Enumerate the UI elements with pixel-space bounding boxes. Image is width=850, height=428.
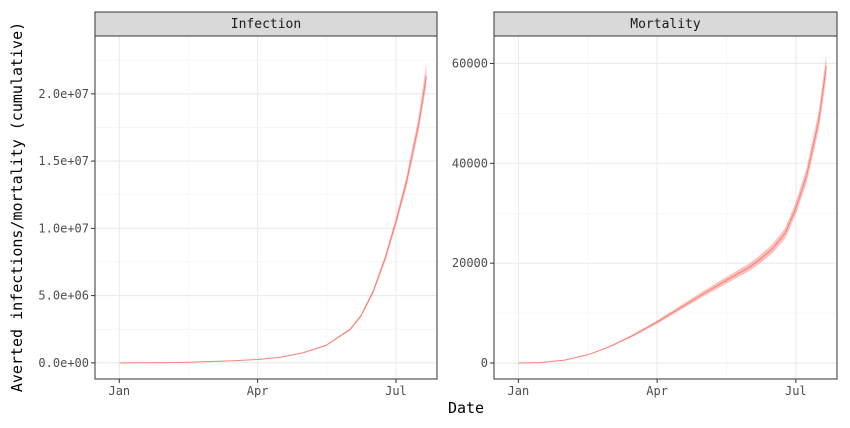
infection-y-tick-label: 0.0e+00 <box>38 356 89 370</box>
mortality-x-tick-label: Apr <box>646 384 668 398</box>
mortality-y-tick-label: 0 <box>481 356 488 370</box>
mortality-strip-label: Mortality <box>630 17 701 32</box>
mortality-plot-background <box>494 36 837 379</box>
mortality-x-ticks: Jan Apr Jul <box>508 379 807 398</box>
infection-plot-background <box>95 36 437 379</box>
mortality-x-tick-label: Jul <box>785 384 807 398</box>
infection-y-tick-label: 5.0e+06 <box>38 289 89 303</box>
mortality-y-tick-label: 20000 <box>452 256 488 270</box>
infection-median-line <box>119 76 427 364</box>
infection-x-ticks: Jan Apr Jul <box>108 379 407 398</box>
infection-x-tick-label: Jan <box>108 384 130 398</box>
y-axis-title: Averted infections/mortality (cumulative… <box>8 22 26 392</box>
infection-strip-label: Infection <box>231 17 301 32</box>
infection-ribbon-layer <box>119 62 427 364</box>
mortality-ribbon-layer <box>518 53 827 364</box>
mortality-y-ticks: 0 20000 40000 60000 <box>452 56 494 370</box>
mortality-median-line <box>518 65 827 364</box>
mortality-y-tick-label: 40000 <box>452 156 488 170</box>
infection-y-tick-label: 2.0e+07 <box>38 87 89 101</box>
mortality-x-tick-label: Jan <box>508 384 530 398</box>
infection-strip <box>94 11 438 37</box>
x-axis-title: Date <box>448 399 484 417</box>
infection-y-tick-label: 1.0e+07 <box>38 221 89 235</box>
infection-y-tick-label: 1.5e+07 <box>38 154 89 168</box>
infection-x-tick-label: Apr <box>247 384 269 398</box>
infection-panel: Infection 0.0e+00 5.0e+06 1.0e+07 1.5e+07 2.… <box>38 11 438 398</box>
infection-grid <box>95 36 437 379</box>
mortality-strip <box>493 11 838 37</box>
mortality-panel: Mortality 0 20000 40000 60000 Jan Apr Jul <box>452 11 838 398</box>
mortality-y-tick-label: 60000 <box>452 56 488 70</box>
infection-y-ticks: 0.0e+00 5.0e+06 1.0e+07 1.5e+07 2.0e+07 <box>38 87 95 370</box>
infection-x-tick-label: Jul <box>385 384 407 398</box>
